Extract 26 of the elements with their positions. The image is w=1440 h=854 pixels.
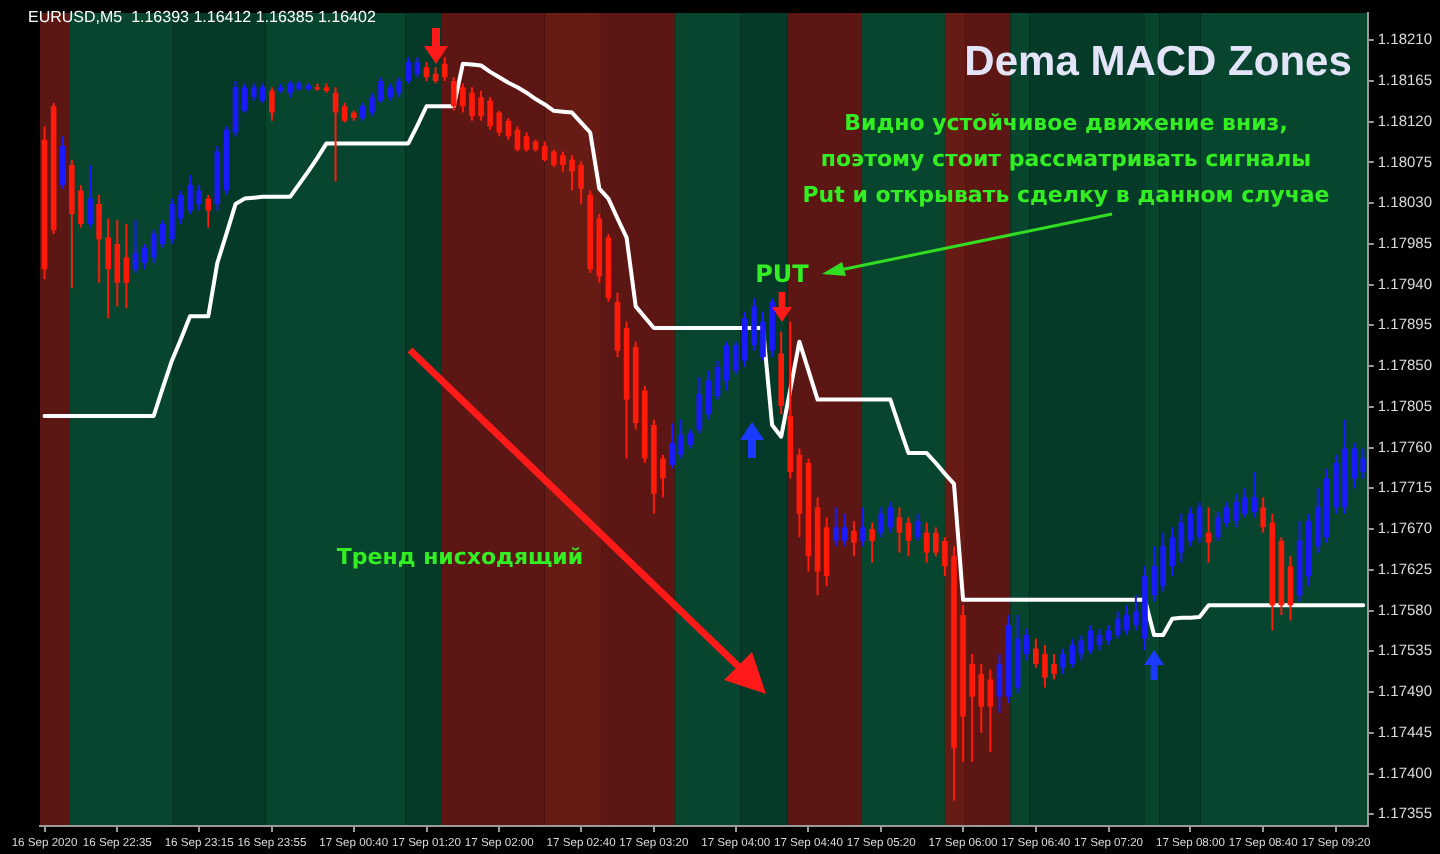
candlestick bbox=[878, 506, 885, 539]
candlestick bbox=[259, 82, 266, 104]
candlestick bbox=[87, 164, 93, 229]
candlestick bbox=[441, 56, 448, 82]
candlestick bbox=[851, 519, 857, 558]
candlestick bbox=[232, 79, 239, 138]
candlestick bbox=[723, 340, 730, 392]
candlestick bbox=[59, 135, 66, 190]
candlestick bbox=[414, 56, 421, 79]
candlestick bbox=[860, 506, 866, 548]
candlestick bbox=[123, 222, 130, 310]
annotation: PUT bbox=[755, 260, 811, 289]
candlestick bbox=[696, 375, 703, 435]
candlestick bbox=[869, 521, 875, 564]
text: Dema MACD Zones bbox=[964, 38, 1352, 85]
candlestick bbox=[241, 82, 248, 114]
candlestick bbox=[341, 101, 348, 124]
candlestick bbox=[896, 506, 903, 554]
annotation: Тренд нисходящий bbox=[336, 543, 584, 570]
candlestick bbox=[996, 653, 1003, 714]
candlestick bbox=[523, 131, 530, 153]
candlestick bbox=[987, 668, 994, 753]
annotation: EURUSD,M5 1.16393 1.16412 1.16385 1.16402 bbox=[28, 8, 377, 27]
candlestick bbox=[269, 86, 275, 122]
candlestick bbox=[1023, 627, 1030, 662]
candlestick bbox=[205, 193, 212, 229]
